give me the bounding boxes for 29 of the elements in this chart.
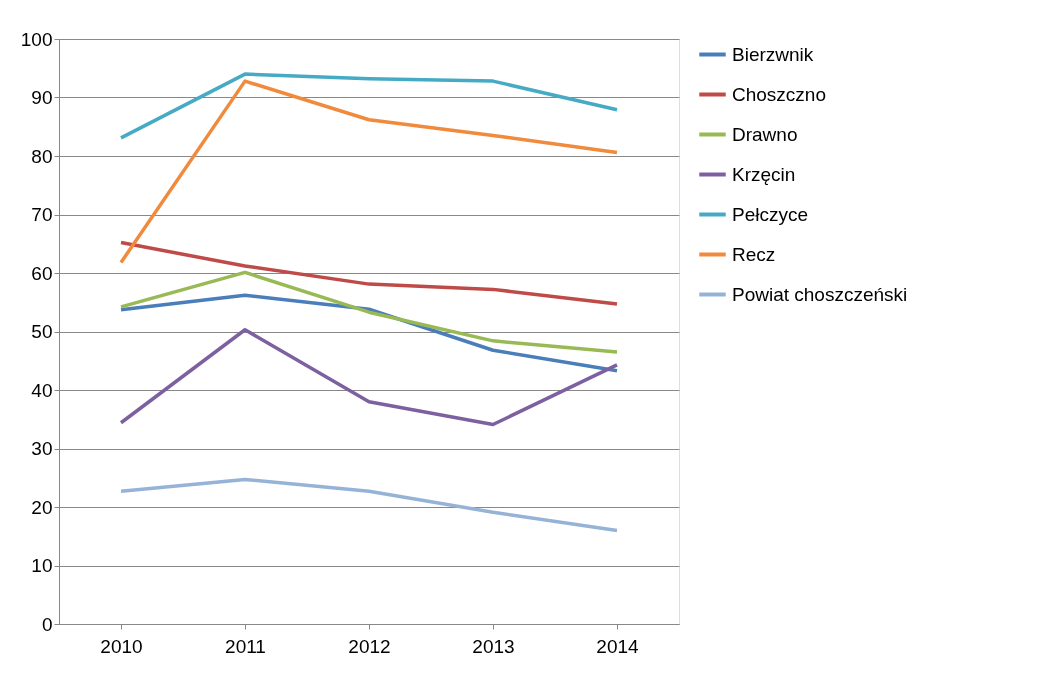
line-series xyxy=(119,79,619,265)
x-tick-label: 2014 xyxy=(596,635,640,657)
line-series xyxy=(119,328,619,427)
line-series xyxy=(119,270,619,354)
legend-label: Choszczno xyxy=(732,83,826,105)
y-tick-label: 60 xyxy=(31,262,53,284)
line-series xyxy=(119,477,619,533)
line-series xyxy=(119,240,619,306)
y-tick-label: 20 xyxy=(31,496,53,518)
y-tick-label: 50 xyxy=(31,321,53,342)
x-tick-label: 2011 xyxy=(225,635,266,657)
legend-label: Powiat choszczeński xyxy=(732,283,908,305)
line-series xyxy=(119,72,619,140)
y-tick-label: 100 xyxy=(20,28,53,50)
y-tick-label: 80 xyxy=(31,145,53,167)
x-tick-label: 2012 xyxy=(348,635,391,657)
y-tick-label: 70 xyxy=(31,204,53,225)
legend-label: Pełczyce xyxy=(732,203,809,225)
y-tick-label: 30 xyxy=(31,438,53,459)
y-tick-label: 10 xyxy=(31,555,53,576)
y-tick-label: 40 xyxy=(31,379,53,401)
legend-label: Krzęcin xyxy=(732,163,796,185)
legend-label: Recz xyxy=(732,243,776,265)
x-tick-label: 2010 xyxy=(100,635,143,657)
legend-label: Drawno xyxy=(732,123,798,145)
y-tick-label: 90 xyxy=(31,87,53,108)
legend-label: Bierzwnik xyxy=(732,43,814,65)
y-tick-label: 0 xyxy=(41,613,53,635)
x-tick-label: 2013 xyxy=(472,635,515,657)
